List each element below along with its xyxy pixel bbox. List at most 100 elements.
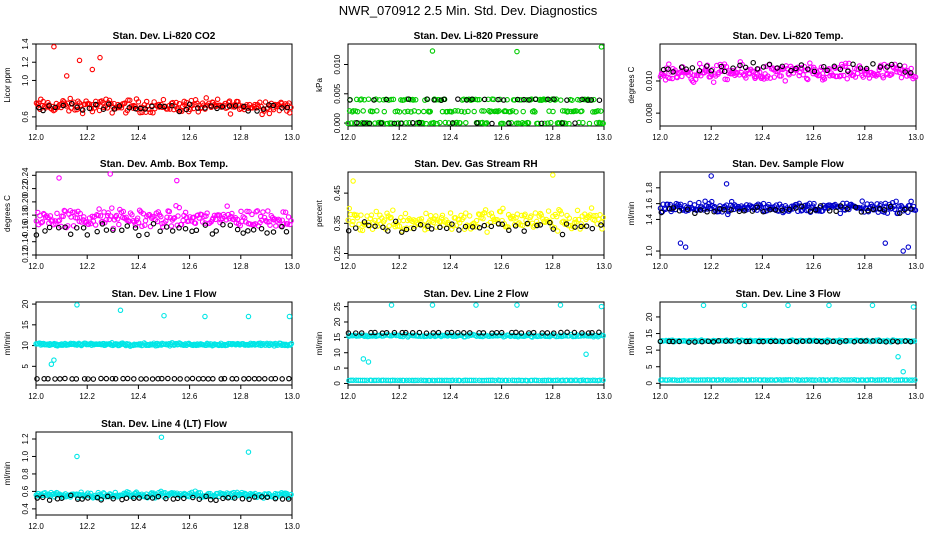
data-point [596, 329, 602, 336]
data-point [687, 200, 693, 207]
data-point [682, 69, 688, 75]
data-point [566, 120, 572, 127]
data-point [703, 68, 710, 74]
data-point [352, 330, 359, 336]
data-point [789, 377, 796, 383]
data-point [907, 338, 914, 345]
data-points [33, 302, 295, 382]
data-point [465, 108, 471, 115]
data-point [110, 495, 116, 502]
data-point [346, 205, 353, 212]
data-point [813, 338, 820, 344]
x-tick-label: 12.6 [494, 133, 510, 142]
data-point [588, 97, 595, 103]
data-point [544, 218, 551, 225]
data-point [666, 377, 673, 383]
data-point [579, 108, 585, 114]
data-point [381, 217, 388, 223]
data-point [564, 97, 570, 103]
data-point [429, 302, 436, 308]
x-tick-label: 12.4 [443, 133, 459, 142]
data-point [234, 226, 241, 233]
data-point [554, 228, 561, 234]
data-point [885, 377, 892, 383]
data-point [144, 231, 150, 238]
data-point [598, 44, 605, 50]
data-points [657, 59, 919, 85]
data-point [697, 207, 704, 213]
data-point [58, 341, 65, 347]
data-point [521, 228, 527, 234]
data-point [597, 120, 603, 126]
data-point [372, 217, 378, 224]
data-point [565, 108, 571, 114]
data-point [423, 377, 429, 384]
data-point [506, 227, 512, 234]
data-point [285, 214, 292, 220]
data-point [799, 203, 805, 210]
data-point [176, 225, 182, 231]
x-tick-label: 12.4 [755, 392, 771, 401]
data-point [371, 97, 377, 103]
data-point [876, 338, 883, 344]
data-point [480, 215, 486, 222]
data-point [380, 224, 386, 231]
data-point [98, 497, 104, 503]
data-point [473, 217, 480, 224]
data-point [754, 204, 760, 210]
data-point [548, 119, 554, 126]
x-tick-label: 12.2 [79, 133, 95, 142]
data-point [532, 109, 538, 115]
data-point [866, 75, 873, 81]
data-point [506, 377, 512, 384]
data-point [409, 330, 416, 336]
data-point [262, 99, 269, 105]
data-point [264, 494, 271, 500]
data-point [572, 216, 579, 223]
data-point [381, 108, 388, 115]
y-axis-label: degrees C [3, 195, 12, 232]
data-point [106, 101, 112, 107]
y-tick-label: 0.20 [21, 194, 30, 210]
data-point [811, 200, 817, 207]
data-point [743, 75, 749, 81]
data-point [600, 377, 606, 383]
data-point [461, 330, 467, 336]
data-point [473, 377, 479, 384]
data-point [481, 210, 488, 216]
data-point [509, 108, 516, 114]
data-point [593, 120, 600, 126]
data-point [552, 377, 559, 384]
data-point [131, 376, 137, 382]
data-point [146, 342, 152, 348]
data-point [208, 103, 215, 109]
data-point [161, 103, 167, 110]
data-point [346, 108, 353, 114]
data-point [870, 61, 876, 67]
data-point [547, 219, 553, 226]
data-point [500, 205, 506, 212]
data-point [273, 223, 279, 229]
data-point [184, 376, 190, 382]
data-point [33, 232, 40, 238]
data-point [676, 338, 682, 345]
data-point [456, 216, 462, 223]
data-point [157, 228, 163, 235]
data-point [585, 330, 592, 336]
data-point [431, 216, 438, 222]
data-point [203, 95, 209, 101]
data-point [358, 96, 365, 102]
data-point [416, 329, 423, 336]
data-point [500, 120, 506, 127]
data-point [670, 338, 676, 345]
data-point [678, 377, 685, 383]
data-point [79, 110, 86, 117]
data-point [689, 65, 696, 71]
data-point [558, 211, 565, 217]
data-point [100, 99, 106, 106]
data-point [139, 223, 145, 230]
data-point [107, 171, 113, 177]
data-point [600, 214, 606, 221]
data-point [870, 206, 877, 213]
data-point [124, 223, 131, 229]
